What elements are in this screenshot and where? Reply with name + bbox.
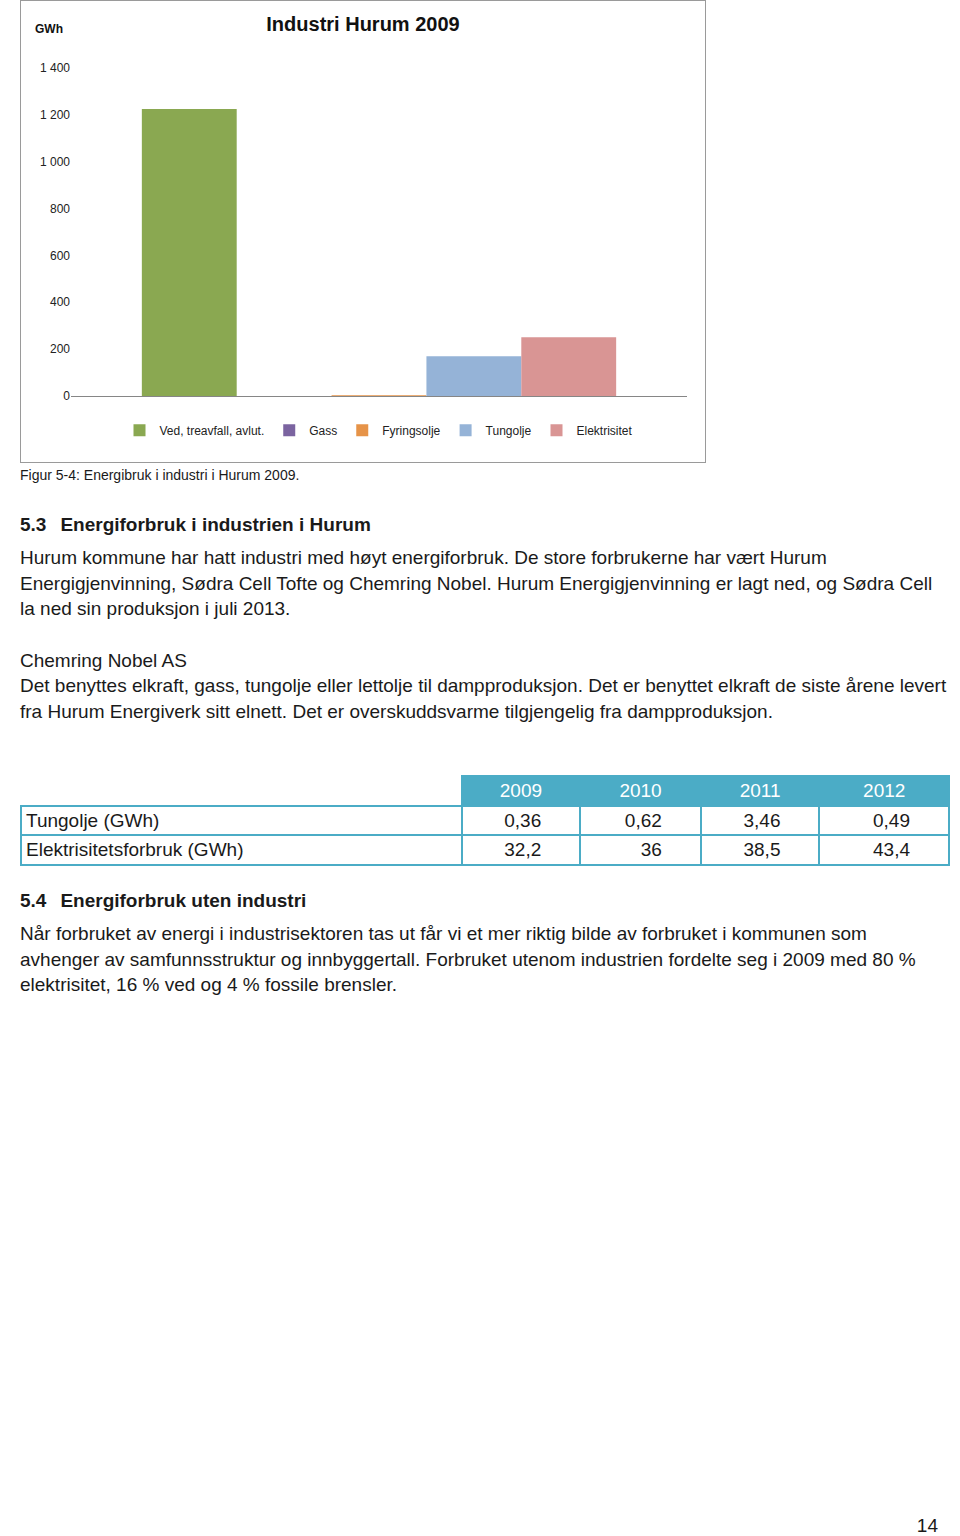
html-text:0,49: 0,49 (873, 809, 910, 831)
html-text:0,36: 0,36 (504, 809, 542, 831)
html-text:Elektrisitetsforbruk (GWh): Elektrisitetsforbruk (GWh) (26, 839, 244, 860)
html-text:32,2: 32,2 (504, 839, 542, 860)
svg-text:GWh: GWh (35, 22, 63, 36)
svg-text:Industri Hurum 2009: Industri Hurum 2009 (266, 13, 459, 35)
html-text:Energiforbruk i industrien i H: Energiforbruk i industrien i Hurum (60, 514, 371, 535)
html-text:0,62: 0,62 (624, 809, 662, 831)
svg-text:Fyringsolje: Fyringsolje (382, 424, 440, 438)
svg-text:Elektrisitet: Elektrisitet (577, 424, 633, 438)
html-text:Figur 5-4: Energibruk i indust: Figur 5-4: Energibruk i industri i Hurum… (20, 467, 300, 483)
html-text:2010: 2010 (619, 780, 662, 801)
svg-text:400: 400 (50, 295, 70, 309)
html-text:Energiforbruk uten industri: Energiforbruk uten industri (60, 890, 307, 911)
html-text:43,4: 43,4 (873, 839, 910, 860)
svg-text:1 400: 1 400 (40, 61, 70, 75)
svg-text:Ved, treavfall, avlut.: Ved, treavfall, avlut. (160, 424, 265, 438)
html-text:3,46: 3,46 (743, 809, 781, 831)
html-text:38,5: 38,5 (743, 839, 781, 860)
html-text:36: 36 (640, 839, 662, 860)
svg-text:600: 600 (50, 249, 70, 263)
svg-text:1 200: 1 200 (40, 108, 70, 122)
html-text:2009: 2009 (499, 780, 543, 801)
html-text:5.4: 5.4 (20, 890, 47, 911)
svg-text:1 000: 1 000 (40, 155, 70, 169)
html-text:2011: 2011 (739, 780, 781, 801)
html-text:Chemring Nobel AS: Chemring Nobel AS (20, 650, 187, 671)
svg-text:Gass: Gass (309, 424, 337, 438)
html-text:Når forbruket av energi i indu: Når forbruket av energi i industrisektor… (20, 923, 916, 995)
html-text:Tungolje (GWh): Tungolje (GWh) (26, 809, 160, 831)
svg-text:200: 200 (50, 342, 70, 356)
html-text:Det benyttes elkraft, gass, tu: Det benyttes elkraft, gass, tungolje ell… (20, 675, 947, 722)
html-text:14: 14 (916, 1515, 938, 1536)
svg-text:0: 0 (63, 389, 70, 403)
svg-text:Tungolje: Tungolje (486, 424, 532, 438)
html-text:5.3: 5.3 (20, 514, 47, 535)
html-text:Hurum kommune har hatt industr: Hurum kommune har hatt industri med høyt… (20, 547, 933, 619)
html-text:2012: 2012 (863, 780, 906, 801)
svg-text:800: 800 (50, 202, 70, 216)
